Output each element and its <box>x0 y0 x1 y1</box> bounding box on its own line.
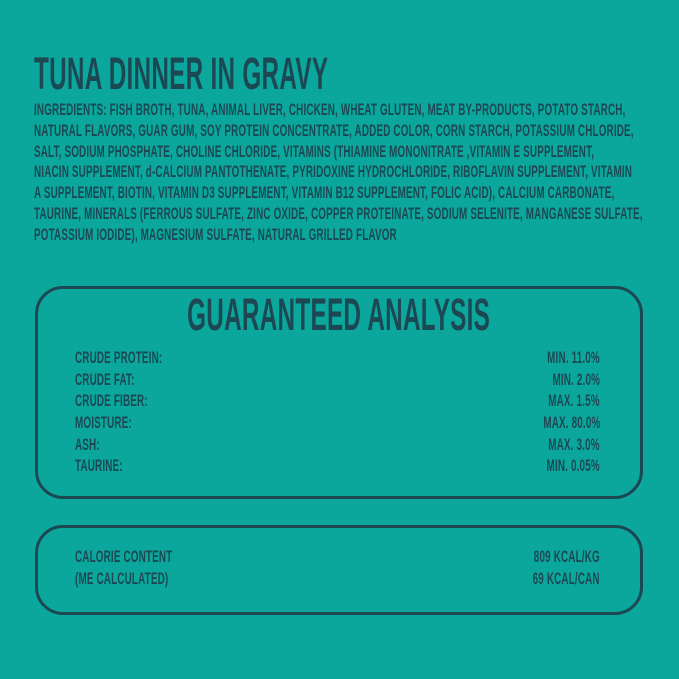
calorie-row: (ME CALCULATED) 69 KCAL/CAN <box>75 568 600 590</box>
guaranteed-analysis-panel <box>35 286 643 499</box>
calorie-value: 809 KCAL/KG <box>533 547 600 566</box>
analysis-row: ASH: MAX. 3.0% <box>75 434 600 456</box>
calorie-label: CALORIE CONTENT <box>75 547 173 566</box>
analysis-row: CRUDE PROTEIN: MIN. 11.0% <box>75 347 600 369</box>
analysis-value: MIN. 2.0% <box>552 369 600 389</box>
analysis-label: TAURINE: <box>75 456 123 476</box>
analysis-row: TAURINE: MIN. 0.05% <box>75 455 600 477</box>
calorie-content-panel <box>35 525 643 615</box>
ingredients-line: TAURINE, MINERALS (FERROUS SULFATE, ZINC… <box>34 203 643 223</box>
guaranteed-analysis-table: CRUDE PROTEIN: MIN. 11.0% CRUDE FAT: MIN… <box>75 347 600 477</box>
analysis-value: MAX. 80.0% <box>542 412 600 432</box>
analysis-value: MIN. 11.0% <box>547 347 600 367</box>
ingredients-paragraph: INGREDIENTS: FISH BROTH, TUNA, ANIMAL LI… <box>34 100 679 246</box>
calorie-label: (ME CALCULATED) <box>75 569 169 588</box>
ingredients-line: INGREDIENTS: FISH BROTH, TUNA, ANIMAL LI… <box>34 100 626 119</box>
analysis-value: MAX. 3.0% <box>548 434 600 454</box>
analysis-row: CRUDE FAT: MIN. 2.0% <box>75 369 600 391</box>
analysis-label: CRUDE FAT: <box>75 369 135 389</box>
analysis-value: MIN. 0.05% <box>546 456 600 476</box>
guaranteed-analysis-title: GUARANTEED ANALYSIS <box>187 289 491 340</box>
analysis-row: MOISTURE: MAX. 80.0% <box>75 412 600 434</box>
ingredients-line: POTASSIUM IODIDE), MAGNESIUM SULFATE, NA… <box>34 224 397 244</box>
calorie-row: CALORIE CONTENT 809 KCAL/KG <box>75 546 600 568</box>
analysis-label: ASH: <box>75 434 100 454</box>
ingredients-line: SALT, SODIUM PHOSPHATE, CHOLINE CHLORIDE… <box>34 141 595 161</box>
ingredients-line: NATURAL FLAVORS, GUAR GUM, SOY PROTEIN C… <box>34 120 634 140</box>
analysis-row: CRUDE FIBER: MAX. 1.5% <box>75 390 600 412</box>
calorie-content-table: CALORIE CONTENT 809 KCAL/KG (ME CALCULAT… <box>75 546 600 590</box>
ingredients-line: NIACIN SUPPLEMENT, d-CALCIUM PANTOTHENAT… <box>34 162 633 182</box>
analysis-label: CRUDE PROTEIN: <box>75 347 163 367</box>
ingredients-line: A SUPPLEMENT, BIOTIN, VITAMIN D3 SUPPLEM… <box>34 183 615 203</box>
product-title: TUNA DINNER IN GRAVY <box>34 51 579 96</box>
calorie-value: 69 KCAL/CAN <box>532 569 600 588</box>
analysis-label: MOISTURE: <box>75 412 132 432</box>
analysis-label: CRUDE FIBER: <box>75 391 148 411</box>
product-title-text: TUNA DINNER IN GRAVY <box>34 48 329 99</box>
analysis-value: MAX. 1.5% <box>548 391 600 411</box>
